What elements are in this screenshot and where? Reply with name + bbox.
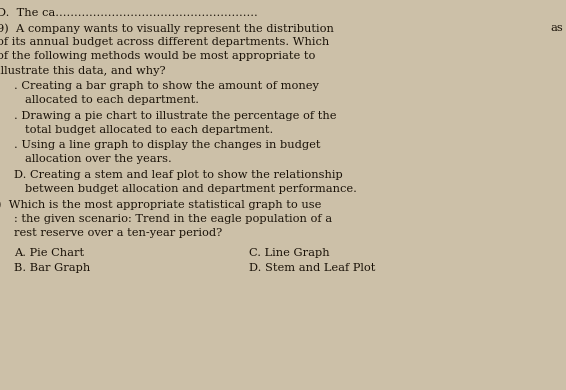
Text: . Using a line graph to display the changes in budget: . Using a line graph to display the chan… xyxy=(14,140,321,151)
Text: between budget allocation and department performance.: between budget allocation and department… xyxy=(25,184,357,194)
Text: of the following methods would be most appropriate to: of the following methods would be most a… xyxy=(0,51,316,62)
Text: D.  The ca………………………………………………: D. The ca……………………………………………… xyxy=(0,8,258,18)
Text: D. Stem and Leaf Plot: D. Stem and Leaf Plot xyxy=(249,263,375,273)
Text: 9)  A company wants to visually represent the distribution: 9) A company wants to visually represent… xyxy=(0,23,334,34)
Text: allocation over the years.: allocation over the years. xyxy=(25,154,172,165)
Text: rest reserve over a ten-year period?: rest reserve over a ten-year period? xyxy=(14,228,222,238)
Text: illustrate this data, and why?: illustrate this data, and why? xyxy=(0,66,166,76)
Text: C. Line Graph: C. Line Graph xyxy=(249,248,329,258)
Text: . Creating a bar graph to show the amount of money: . Creating a bar graph to show the amoun… xyxy=(14,81,319,91)
Text: B. Bar Graph: B. Bar Graph xyxy=(14,263,91,273)
Text: of its annual budget across different departments. Which: of its annual budget across different de… xyxy=(0,37,329,48)
Text: as: as xyxy=(550,23,563,34)
Text: A. Pie Chart: A. Pie Chart xyxy=(14,248,84,258)
Text: D. Creating a stem and leaf plot to show the relationship: D. Creating a stem and leaf plot to show… xyxy=(14,170,343,180)
Text: total budget allocated to each department.: total budget allocated to each departmen… xyxy=(25,125,274,135)
Text: allocated to each department.: allocated to each department. xyxy=(25,95,199,105)
Text: )  Which is the most appropriate statistical graph to use: ) Which is the most appropriate statisti… xyxy=(0,200,321,210)
Text: . Drawing a pie chart to illustrate the percentage of the: . Drawing a pie chart to illustrate the … xyxy=(14,111,337,121)
Text: : the given scenario: Trend in the eagle population of a: : the given scenario: Trend in the eagle… xyxy=(14,214,332,224)
